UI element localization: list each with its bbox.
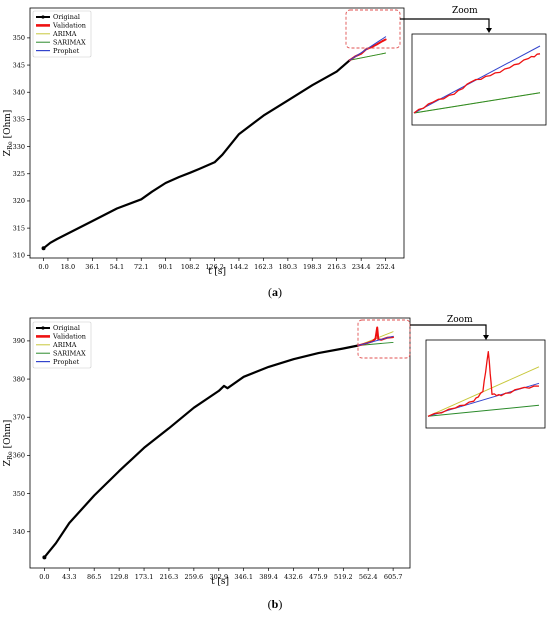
legend-entry: Prophet — [53, 358, 80, 366]
y-tick-label: 370 — [13, 414, 25, 422]
x-tick-label: 162.3 — [254, 263, 273, 271]
legend-entry: SARIMAX — [53, 349, 86, 357]
y-tick-label: 390 — [13, 337, 25, 345]
legend-entry: ARIMA — [52, 341, 77, 349]
x-tick-label: 90.1 — [158, 263, 172, 271]
series-start-marker — [42, 555, 47, 560]
y-tick-label: 340 — [13, 528, 25, 536]
legend-entry: Original — [53, 324, 80, 332]
series-line-sarimax — [357, 341, 394, 346]
x-tick-label: 43.3 — [62, 573, 76, 581]
y-tick-label: 350 — [13, 34, 25, 42]
x-tick-label: 346.1 — [234, 573, 253, 581]
series-line-original — [42, 59, 351, 250]
y-tick-label: 310 — [13, 252, 25, 260]
chart-panel-b: 0.0 43.3 86.5 129.8 173.1 216.3 259.6 302.9 346.… — [3, 315, 546, 611]
legend-box — [32, 10, 92, 58]
x-axis-label: t [s] — [211, 577, 229, 587]
legend-marker — [41, 15, 45, 19]
series-line-prophet — [349, 36, 387, 61]
x-axis-label: t [s] — [208, 267, 226, 277]
inset-series-sarimax — [413, 92, 541, 114]
legend-entry: Prophet — [53, 47, 80, 55]
x-tick-label: 216.3 — [327, 263, 346, 271]
x-tick-label: 605.7 — [384, 573, 403, 581]
zoom-inset-frame — [425, 339, 546, 429]
x-tick-label: 86.5 — [87, 573, 101, 581]
x-tick-label: 129.8 — [110, 573, 129, 581]
chart-panel-a: 0.0 18.0 36.1 54.1 72.1 90.1 108.2 126.2 144.2 16… — [3, 6, 547, 299]
y-tick-label: 340 — [13, 89, 25, 97]
y-tick-label: 330 — [13, 143, 25, 151]
y-tick-label: 345 — [13, 61, 25, 69]
legend-entry: SARIMAX — [53, 38, 86, 46]
zoom-region-box — [345, 9, 401, 49]
y-tick-label: 335 — [13, 116, 25, 124]
x-tick-label: 252.4 — [376, 263, 395, 271]
x-tick-label: 126.2 — [205, 263, 224, 271]
x-tick-label: 144.2 — [230, 263, 249, 271]
zoom-arrow-head — [483, 335, 489, 340]
zoom-connector-line — [410, 324, 487, 337]
x-tick-label: 259.6 — [185, 573, 204, 581]
series-start-marker — [41, 246, 46, 251]
zoom-connector-line — [400, 18, 490, 30]
legend-entry: ARIMA — [52, 30, 77, 38]
y-axis-label: ZRe [Ohm] — [3, 110, 14, 157]
inset-series-sarimax — [427, 404, 540, 417]
y-axis-label: ZRe [Ohm] — [3, 420, 14, 467]
x-tick-label: 519.2 — [334, 573, 353, 581]
y-tick-label: 320 — [13, 197, 25, 205]
figure-caption: (a) — [268, 285, 282, 299]
zoom-label: Zoom — [452, 6, 478, 16]
y-tick-label: 350 — [13, 490, 25, 498]
y-tick-label: 315 — [13, 224, 25, 232]
x-tick-label: 302.9 — [209, 573, 228, 581]
legend-entry: Validation — [52, 333, 86, 341]
legend-marker — [41, 326, 45, 330]
x-tick-label: 475.9 — [309, 573, 328, 581]
plot-frame — [29, 317, 411, 569]
zoom-label: Zoom — [447, 315, 473, 325]
x-tick-label: 432.6 — [284, 573, 303, 581]
series-line-original — [43, 344, 360, 559]
x-tick-label: 18.0 — [61, 263, 75, 271]
zoom-region-box — [357, 319, 411, 359]
plot-frame — [29, 7, 405, 259]
x-tick-label: 36.1 — [85, 263, 99, 271]
x-tick-label: 0.0 — [38, 263, 48, 271]
x-tick-label: 198.3 — [303, 263, 322, 271]
legend-box — [32, 321, 92, 369]
x-tick-label: 216.3 — [160, 573, 179, 581]
inset-series-validation — [427, 351, 540, 417]
figure-caption: (b) — [268, 597, 283, 611]
x-tick-label: 180.3 — [279, 263, 298, 271]
y-tick-label: 360 — [13, 452, 25, 460]
series-line-sarimax — [349, 52, 387, 61]
x-tick-label: 108.2 — [181, 263, 200, 271]
x-tick-label: 389.4 — [259, 573, 278, 581]
y-tick-label: 325 — [13, 170, 25, 178]
inset-series-validation — [413, 53, 541, 114]
series-line-prophet — [357, 335, 394, 346]
x-tick-label: 0.0 — [39, 573, 49, 581]
zoom-arrow-head — [486, 28, 492, 33]
x-tick-label: 562.4 — [359, 573, 378, 581]
x-tick-label: 234.4 — [352, 263, 371, 271]
x-tick-label: 173.1 — [135, 573, 154, 581]
legend-entry: Original — [53, 13, 80, 21]
x-tick-label: 54.1 — [110, 263, 124, 271]
legend-entry: Validation — [52, 22, 86, 30]
x-tick-label: 72.1 — [134, 263, 148, 271]
y-tick-label: 380 — [13, 375, 25, 383]
